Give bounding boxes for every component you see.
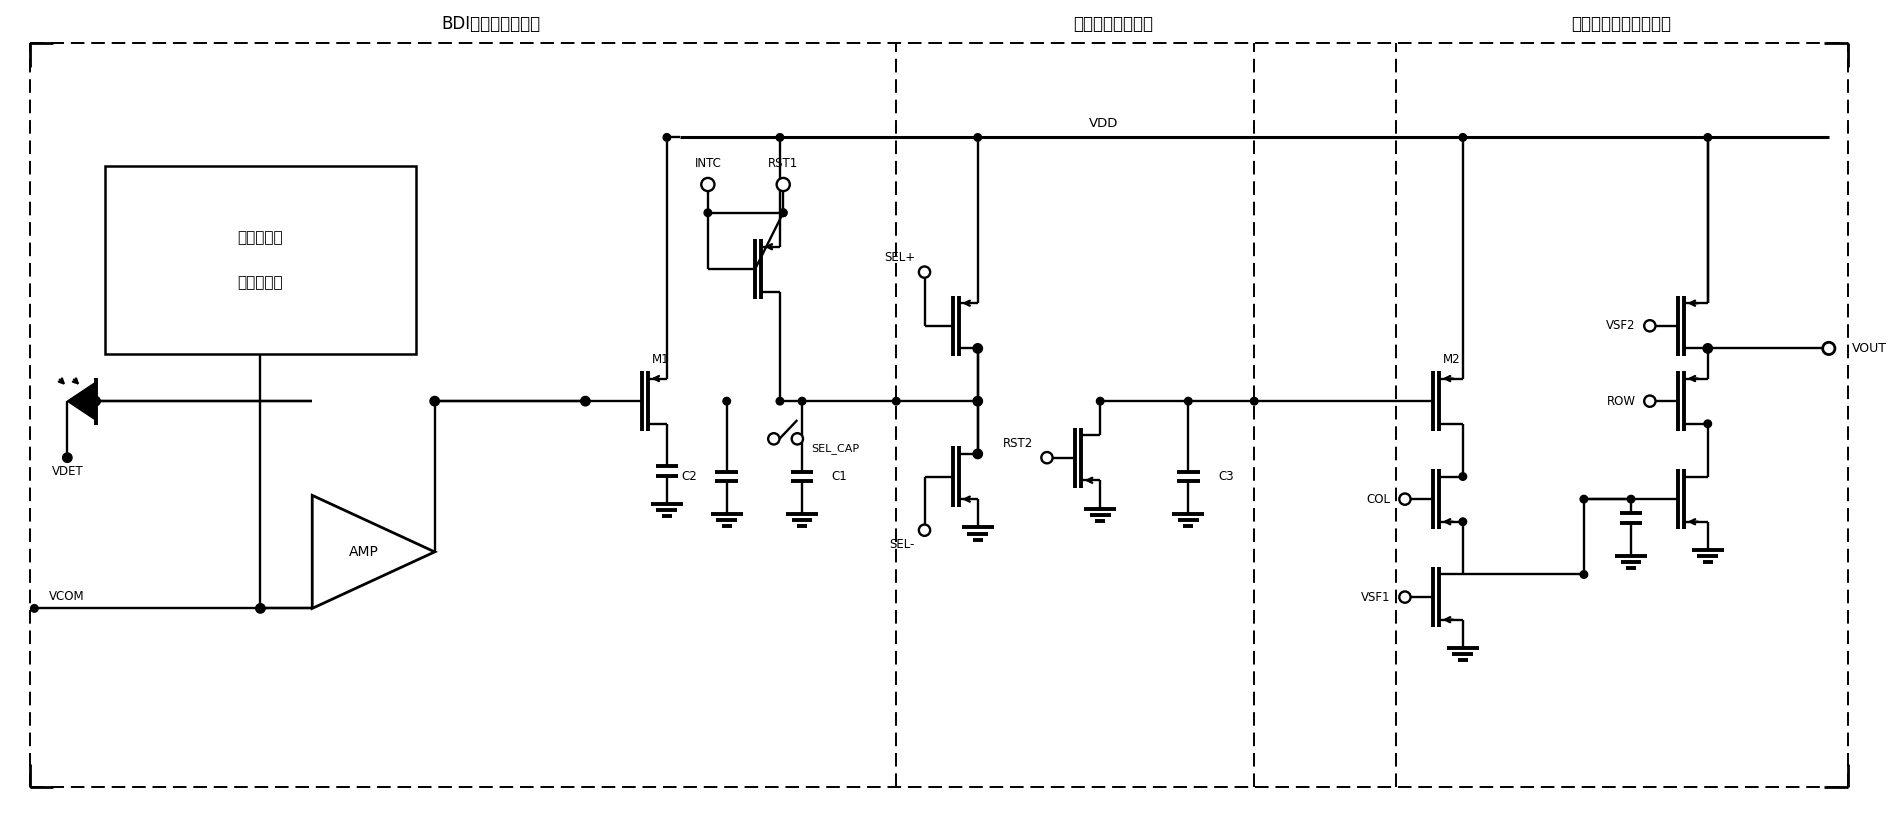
Circle shape <box>975 134 982 141</box>
Circle shape <box>1399 591 1411 603</box>
Circle shape <box>1399 493 1411 505</box>
Text: VOUT: VOUT <box>1852 342 1887 355</box>
Circle shape <box>430 396 440 406</box>
Circle shape <box>256 604 265 613</box>
Circle shape <box>1460 518 1468 526</box>
Text: ROW: ROW <box>1606 395 1636 407</box>
Circle shape <box>779 209 787 217</box>
Circle shape <box>722 397 730 405</box>
Circle shape <box>1705 344 1712 352</box>
Text: RST2: RST2 <box>1003 437 1033 450</box>
Circle shape <box>1644 396 1655 407</box>
Circle shape <box>1579 496 1587 503</box>
Circle shape <box>777 178 791 192</box>
Text: M2: M2 <box>1443 353 1460 366</box>
Circle shape <box>703 209 711 217</box>
Text: VDD: VDD <box>1088 117 1119 129</box>
Text: SEL-: SEL- <box>889 538 916 551</box>
Text: C3: C3 <box>1217 470 1234 483</box>
Circle shape <box>1096 397 1103 405</box>
Circle shape <box>1041 452 1052 464</box>
Circle shape <box>580 396 590 406</box>
Circle shape <box>1460 134 1468 141</box>
Text: 制电路模块: 制电路模块 <box>237 275 283 290</box>
Circle shape <box>1822 342 1835 354</box>
Circle shape <box>973 449 982 459</box>
Text: M1: M1 <box>652 353 669 366</box>
Circle shape <box>798 397 806 405</box>
Text: VSF2: VSF2 <box>1606 319 1636 333</box>
Text: BDI前置输入级模块: BDI前置输入级模块 <box>442 15 540 34</box>
Text: VSF1: VSF1 <box>1361 591 1392 604</box>
Polygon shape <box>68 382 95 420</box>
Text: SEL_CAP: SEL_CAP <box>811 443 859 454</box>
Circle shape <box>30 605 38 612</box>
Circle shape <box>779 209 787 217</box>
Circle shape <box>63 453 72 462</box>
Circle shape <box>793 433 804 444</box>
Bar <box>104 165 415 354</box>
Circle shape <box>775 397 783 405</box>
Circle shape <box>973 344 982 353</box>
Circle shape <box>1460 473 1468 480</box>
Circle shape <box>91 396 100 406</box>
Text: 两步背景抑: 两步背景抑 <box>237 230 283 244</box>
Circle shape <box>1579 570 1587 578</box>
Circle shape <box>664 134 671 141</box>
Circle shape <box>920 524 931 536</box>
Circle shape <box>920 266 931 278</box>
Circle shape <box>1705 420 1712 428</box>
Circle shape <box>775 134 783 141</box>
Text: C1: C1 <box>832 470 848 483</box>
Text: VDET: VDET <box>51 465 83 478</box>
Circle shape <box>1251 397 1257 405</box>
Circle shape <box>768 433 779 444</box>
Circle shape <box>1703 344 1712 353</box>
Circle shape <box>1705 134 1712 141</box>
Circle shape <box>1185 397 1193 405</box>
Text: SEL+: SEL+ <box>884 251 916 265</box>
Text: 采样保持电路模块: 采样保持电路模块 <box>1073 15 1153 34</box>
Text: 两级源跟随输出级模块: 两级源跟随输出级模块 <box>1572 15 1672 34</box>
Text: INTC: INTC <box>694 157 720 171</box>
Circle shape <box>893 397 901 405</box>
Text: COL: COL <box>1367 492 1392 506</box>
Text: RST1: RST1 <box>768 157 798 171</box>
Circle shape <box>702 178 715 192</box>
Circle shape <box>1627 496 1634 503</box>
Text: AMP: AMP <box>349 545 379 559</box>
Circle shape <box>973 396 982 406</box>
Text: C2: C2 <box>681 470 698 483</box>
Circle shape <box>1644 320 1655 332</box>
Text: VCOM: VCOM <box>49 590 83 602</box>
